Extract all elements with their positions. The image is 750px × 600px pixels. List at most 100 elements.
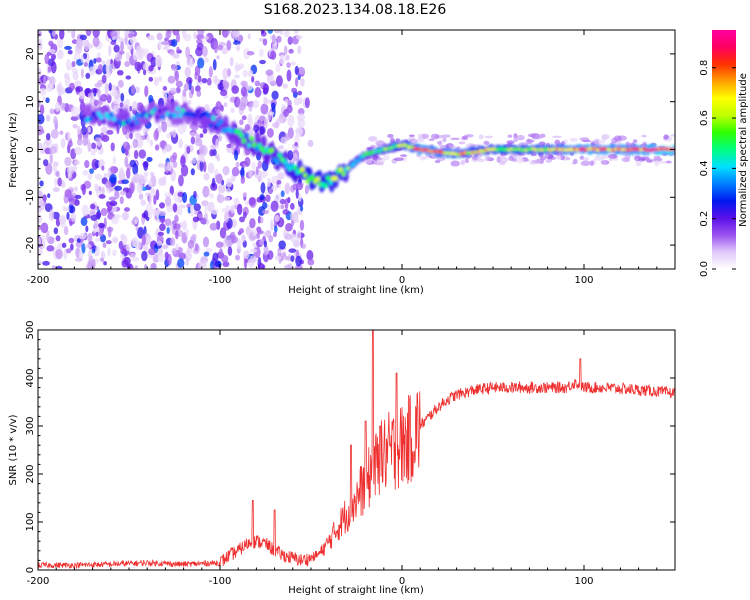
noise-speck	[150, 262, 157, 269]
noise-speck	[49, 146, 57, 154]
noise-speck	[175, 80, 183, 88]
noise-speck	[49, 108, 55, 115]
noise-speck	[249, 248, 258, 253]
noise-speck	[280, 204, 285, 210]
noise-speck	[154, 144, 160, 151]
noise-speck	[180, 155, 186, 168]
noise-speck	[243, 47, 251, 60]
noise-speck	[100, 146, 104, 155]
noise-speck	[244, 156, 251, 167]
noise-speck	[75, 85, 83, 93]
noise-speck	[374, 161, 385, 166]
noise-speck	[153, 195, 157, 205]
noise-speck	[484, 155, 491, 162]
noise-speck	[267, 30, 274, 34]
noise-speck	[217, 82, 225, 91]
noise-speck	[98, 185, 102, 192]
noise-speck	[254, 80, 261, 87]
noise-speck	[208, 66, 213, 78]
noise-speck	[118, 240, 124, 250]
noise-speck	[141, 234, 146, 246]
noise-speck	[174, 70, 180, 82]
noise-speck	[271, 90, 279, 100]
noise-speck	[283, 45, 288, 55]
noise-speck	[244, 124, 251, 131]
noise-speck	[270, 219, 274, 232]
noise-speck	[143, 263, 148, 269]
noise-speck	[250, 235, 259, 240]
noise-speck	[395, 138, 400, 142]
noise-speck	[222, 261, 230, 268]
noise-speck	[654, 159, 660, 166]
noise-speck	[295, 182, 304, 191]
noise-speck	[52, 187, 60, 193]
noise-speck	[99, 93, 108, 102]
noise-speck	[589, 160, 595, 166]
noise-speck	[148, 76, 154, 82]
noise-speck	[42, 194, 47, 202]
noise-speck	[297, 108, 305, 116]
noise-speck	[419, 155, 426, 161]
noise-speck	[194, 138, 203, 147]
spectrogram-x-ticks: -200 -100 0 100	[27, 30, 676, 286]
noise-speck	[287, 114, 295, 127]
noise-speck	[105, 180, 112, 189]
noise-speck	[55, 248, 63, 260]
noise-speck	[251, 161, 256, 170]
noise-speck	[103, 173, 110, 178]
noise-speck	[307, 258, 315, 266]
noise-speck	[259, 170, 268, 179]
noise-speck	[56, 84, 62, 93]
noise-speck	[253, 124, 260, 133]
noise-speck	[193, 31, 197, 40]
noise-speck	[183, 33, 192, 42]
noise-speck	[92, 228, 100, 233]
noise-speck	[263, 118, 268, 129]
ridge-core	[162, 106, 168, 112]
figure-title: S168.2023.134.08.18.E26	[264, 2, 447, 18]
noise-speck	[247, 33, 251, 40]
noise-speck	[196, 90, 202, 98]
noise-speck	[182, 191, 188, 204]
ridge-core	[111, 116, 117, 122]
noise-speck	[202, 236, 210, 248]
noise-speck	[100, 207, 108, 217]
noise-speck	[230, 107, 235, 113]
noise-speck	[182, 89, 187, 97]
ridge-core	[155, 114, 160, 121]
noise-speck	[217, 44, 224, 51]
noise-speck	[222, 81, 230, 89]
noise-speck	[293, 97, 301, 106]
noise-speck	[240, 80, 248, 87]
noise-speck	[241, 234, 246, 243]
noise-speck	[260, 103, 269, 115]
noise-speck	[48, 48, 56, 54]
noise-speck	[280, 190, 285, 198]
noise-speck	[65, 248, 72, 254]
noise-speck	[99, 257, 105, 262]
noise-speck	[234, 30, 239, 38]
noise-speck	[162, 244, 169, 250]
noise-speck	[223, 102, 228, 108]
noise-speck	[551, 135, 562, 139]
ridge-core	[333, 175, 338, 181]
noise-speck	[45, 83, 53, 92]
noise-speck	[51, 53, 56, 61]
noise-speck	[288, 48, 294, 54]
noise-speck	[148, 179, 153, 188]
noise-speck	[131, 101, 138, 111]
noise-speck	[76, 138, 83, 146]
noise-speck	[499, 161, 506, 166]
noise-speck	[175, 32, 181, 43]
noise-speck	[45, 230, 50, 242]
noise-speck	[283, 30, 290, 38]
noise-speck	[100, 126, 108, 134]
noise-speck	[81, 204, 89, 217]
noise-speck	[226, 40, 232, 51]
noise-speck	[260, 30, 265, 34]
noise-speck	[55, 265, 63, 269]
noise-speck	[95, 231, 99, 237]
noise-speck	[251, 99, 260, 109]
noise-speck	[227, 246, 233, 256]
noise-speck	[88, 190, 92, 196]
